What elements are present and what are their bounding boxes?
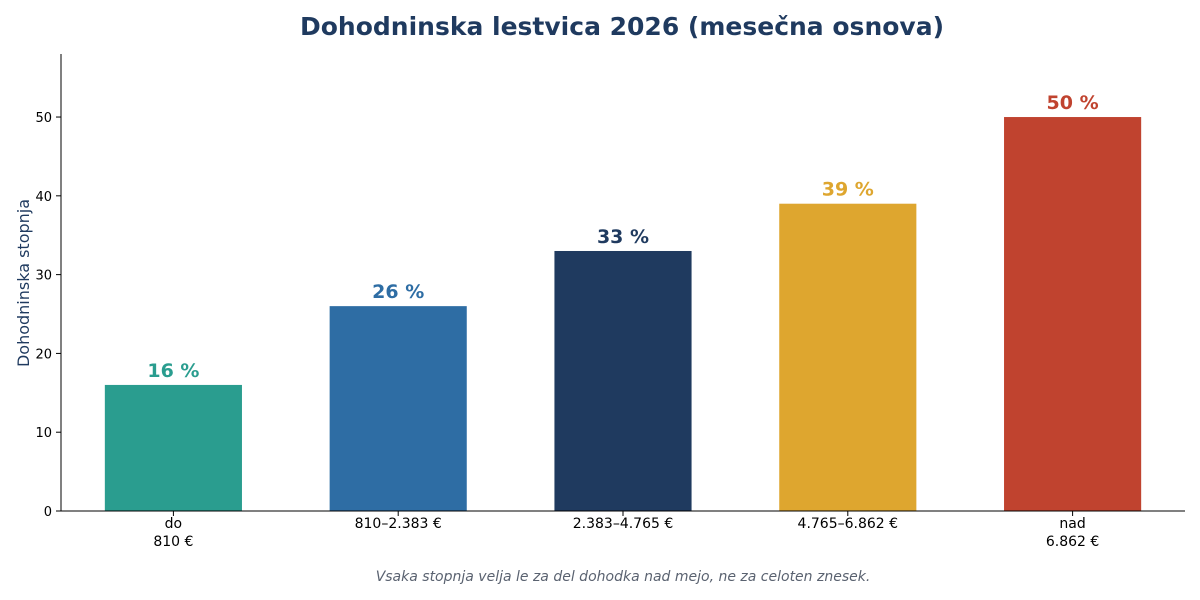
chart-footnote: Vsaka stopnja velja le za del dohodka na… (376, 569, 871, 585)
x-tick-label: 810–2.383 € (355, 516, 442, 532)
bars (104, 117, 1142, 511)
y-tick-label: 30 (35, 269, 52, 284)
bar (1004, 117, 1142, 511)
x-tick-label: 4.765–6.862 € (798, 516, 899, 532)
x-axis-ticks: do 810 € 810–2.383 € 2.383–4.765 € 4.765–6.8… (153, 511, 1099, 550)
bar (104, 384, 242, 511)
data-label: 16 % (147, 360, 199, 382)
data-label: 50 % (1047, 92, 1099, 114)
bar (779, 203, 917, 511)
data-label: 26 % (372, 281, 424, 303)
bar (329, 306, 467, 511)
data-labels: 16 % 26 % 33 % 39 % 50 % (147, 92, 1098, 382)
x-tick-label: 2.383–4.765 € (573, 516, 674, 532)
data-label: 39 % (822, 179, 874, 201)
x-tick-label: 6.862 € (1046, 534, 1099, 550)
data-label: 33 % (597, 226, 649, 248)
x-tick-label: 810 € (153, 534, 193, 550)
x-tick-label: do (165, 516, 182, 532)
chart-title: Dohodninska lestvica 2026 (mesečna osnov… (300, 12, 944, 41)
y-axis-ticks: 0 10 20 30 40 50 (35, 111, 61, 520)
bar (554, 250, 692, 511)
y-tick-label: 0 (44, 505, 52, 520)
y-tick-label: 50 (35, 111, 52, 126)
y-axis-label: Dohodninska stopnja (14, 199, 33, 367)
x-tick-label: nad (1059, 516, 1085, 532)
y-tick-label: 10 (35, 426, 52, 441)
y-tick-label: 20 (35, 347, 52, 362)
y-tick-label: 40 (35, 190, 52, 205)
